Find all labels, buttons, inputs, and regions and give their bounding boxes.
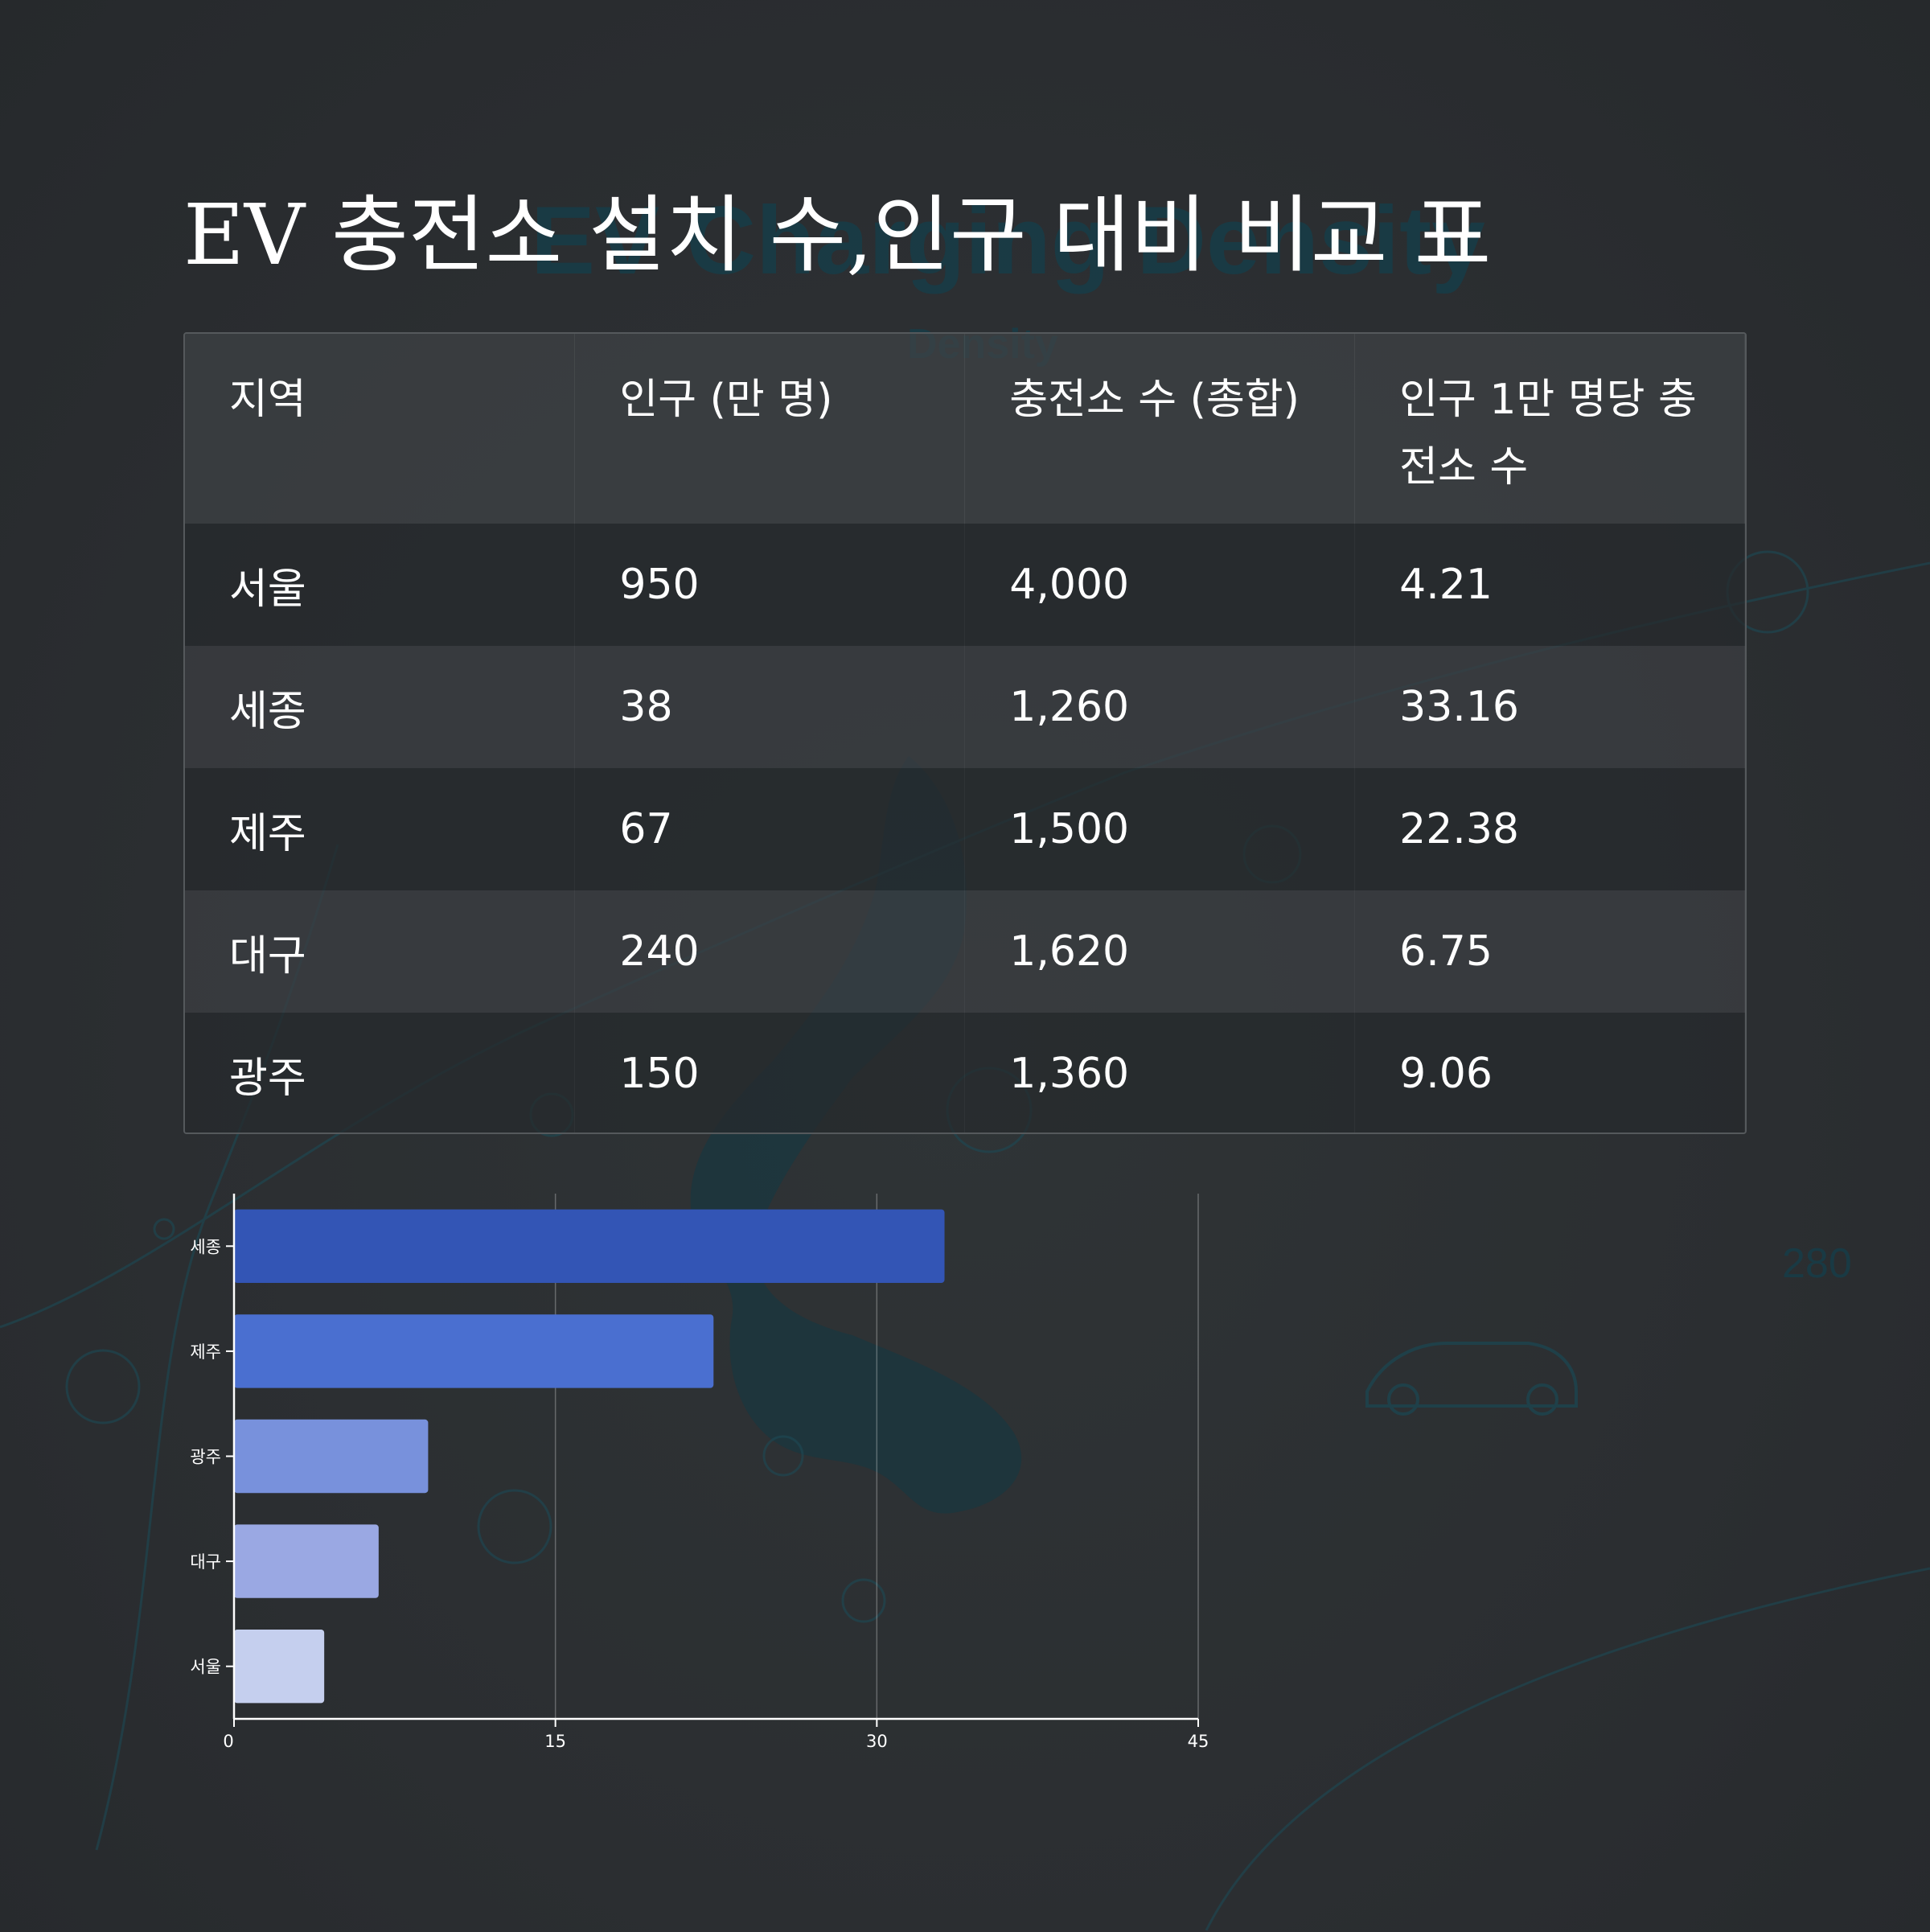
table-row: 대구 240 1,620 6.75: [185, 890, 1745, 1013]
table-header-row: 지역 인구 (만 명) 충전소 수 (총합) 인구 1만 명당 충전소 수: [185, 334, 1745, 524]
map-circle-marker: [153, 1218, 175, 1240]
map-route-line: [1205, 1567, 1930, 1931]
cell-population: 67: [574, 768, 966, 890]
cell-chargers: 1,360: [964, 1013, 1356, 1132]
x-tick-label: 15: [544, 1732, 566, 1751]
bar: [234, 1629, 325, 1704]
cell-per-10k: 9.06: [1354, 1013, 1745, 1132]
column-header: 인구 1만 명당 충전소 수: [1354, 334, 1745, 524]
cell-chargers: 4,000: [964, 524, 1356, 646]
table-row: 제주 67 1,500 22.38: [185, 768, 1745, 890]
y-tick-label: 세종: [190, 1237, 221, 1256]
map-circle-marker: [65, 1349, 141, 1424]
bar: [234, 1314, 714, 1388]
cell-chargers: 1,500: [964, 768, 1356, 890]
comparison-table: 지역 인구 (만 명) 충전소 수 (총합) 인구 1만 명당 충전소 수 서울…: [183, 332, 1747, 1134]
cell-region: 제주: [185, 768, 576, 890]
y-tick-label: 대구: [190, 1552, 221, 1572]
y-tick-label: 제주: [190, 1342, 221, 1362]
table-row: 세종 38 1,260 33.16: [185, 646, 1745, 768]
cell-region: 세종: [185, 646, 576, 768]
page-title: EV 충전소 설치 수,인구 대비 비교 표: [183, 186, 1492, 284]
cell-chargers: 1,620: [964, 890, 1356, 1013]
x-tick-label: 30: [866, 1732, 888, 1751]
cell-per-10k: 4.21: [1354, 524, 1745, 646]
cell-region: 서울: [185, 524, 576, 646]
cell-region: 광주: [185, 1013, 576, 1132]
watermark-text: EV Charging Density: [531, 187, 1485, 294]
cell-region: 대구: [185, 890, 576, 1013]
cell-per-10k: 33.16: [1354, 646, 1745, 768]
x-tick-label: 0: [223, 1732, 233, 1751]
map-circle-marker: [841, 1578, 886, 1623]
watermark-text: 280: [1782, 1240, 1852, 1287]
column-header: 인구 (만 명): [574, 334, 966, 524]
bar: [234, 1419, 429, 1494]
cell-chargers: 1,260: [964, 646, 1356, 768]
bar: [234, 1524, 379, 1598]
map-circle-marker: [477, 1489, 552, 1564]
cell-population: 38: [574, 646, 966, 768]
cell-per-10k: 22.38: [1354, 768, 1745, 890]
cell-population: 240: [574, 890, 966, 1013]
map-circle-marker: [762, 1435, 804, 1477]
x-tick-label: 45: [1188, 1732, 1209, 1751]
table-row: 서울 950 4,000 4.21: [185, 524, 1745, 646]
table-row: 광주 150 1,360 9.06: [185, 1013, 1745, 1132]
y-tick-label: 광주: [190, 1448, 221, 1467]
car-illustration-icon: [1365, 1342, 1578, 1416]
cell-population: 150: [574, 1013, 966, 1132]
column-header: 충전소 수 (총합): [964, 334, 1356, 524]
y-tick-label: 서울: [190, 1658, 221, 1677]
cell-per-10k: 6.75: [1354, 890, 1745, 1013]
column-header: 지역: [185, 334, 576, 524]
bar: [234, 1209, 945, 1284]
cell-population: 950: [574, 524, 966, 646]
